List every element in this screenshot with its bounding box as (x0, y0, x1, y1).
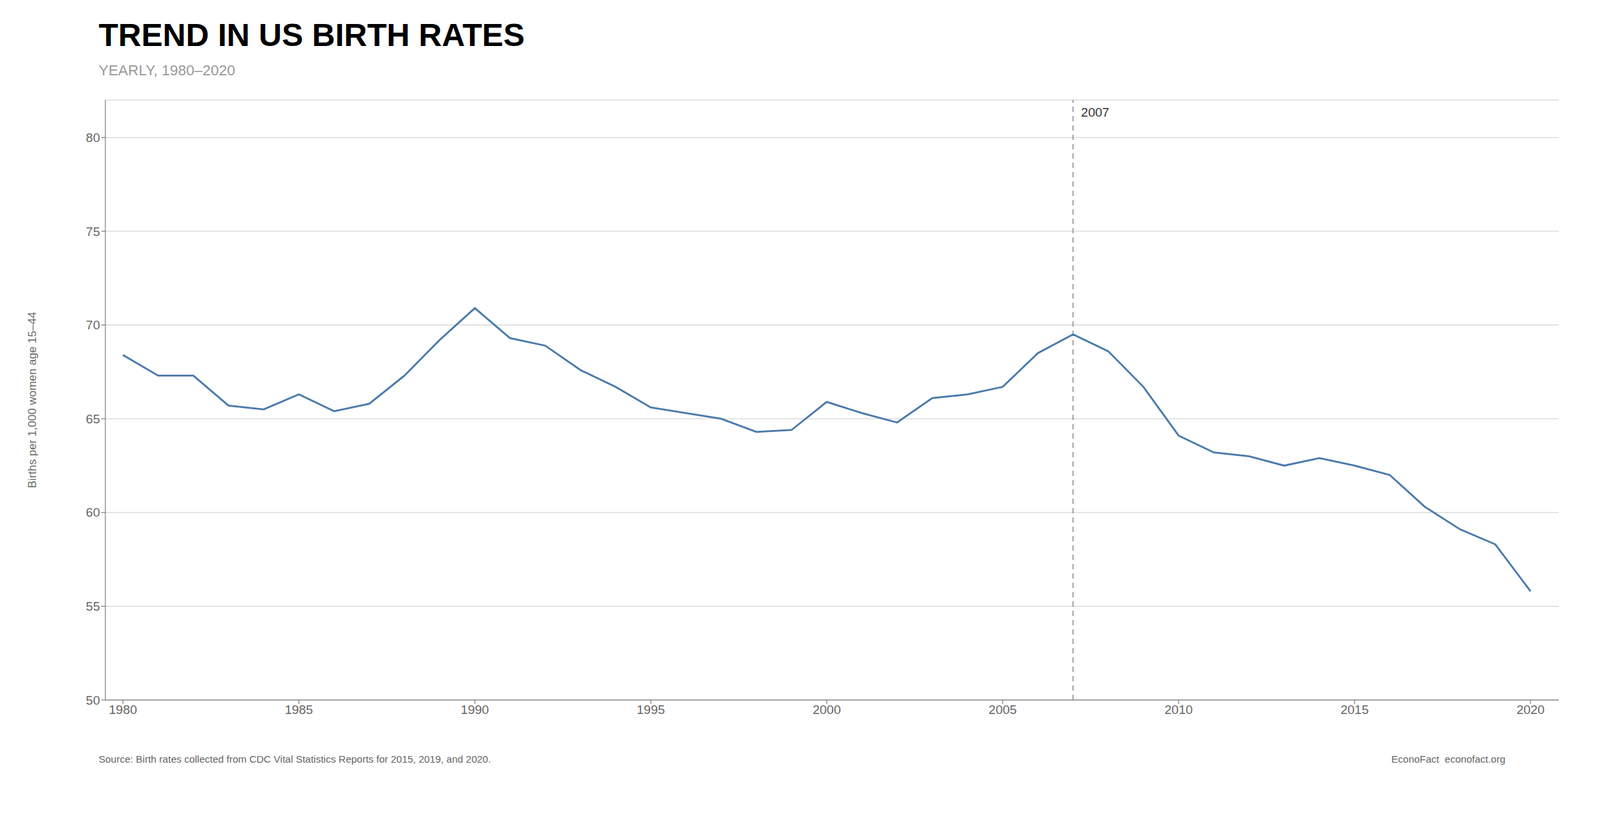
html-text:TREND IN US BIRTH RATES: TREND IN US BIRTH RATES (98, 17, 525, 53)
svg-text:1980: 1980 (108, 702, 137, 717)
svg-text:75: 75 (86, 224, 100, 239)
svg-text:Births per 1,000 women age 15–: Births per 1,000 women age 15–44 (26, 312, 39, 489)
svg-text:60: 60 (86, 505, 100, 520)
svg-text:2007: 2007 (1081, 105, 1110, 120)
svg-text:2015: 2015 (1340, 702, 1369, 717)
svg-text:2010: 2010 (1164, 702, 1193, 717)
svg-text:1985: 1985 (284, 702, 313, 717)
html-text:Source: Birth rates collected: Source: Birth rates collected from CDC V… (98, 753, 491, 765)
svg-text:50: 50 (86, 693, 100, 708)
svg-text:2000: 2000 (812, 702, 841, 717)
svg-text:2020: 2020 (1516, 702, 1545, 717)
svg-text:70: 70 (86, 318, 100, 332)
html-text:YEARLY, 1980–2020: YEARLY, 1980–2020 (98, 62, 236, 79)
svg-text:55: 55 (86, 599, 100, 614)
svg-text:80: 80 (86, 130, 100, 145)
svg-text:65: 65 (86, 412, 100, 426)
svg-text:1990: 1990 (460, 702, 489, 717)
svg-text:1995: 1995 (636, 702, 665, 717)
html-text:EconoFact econofact.org: EconoFact econofact.org (1391, 753, 1506, 765)
svg-text:2005: 2005 (988, 702, 1017, 717)
